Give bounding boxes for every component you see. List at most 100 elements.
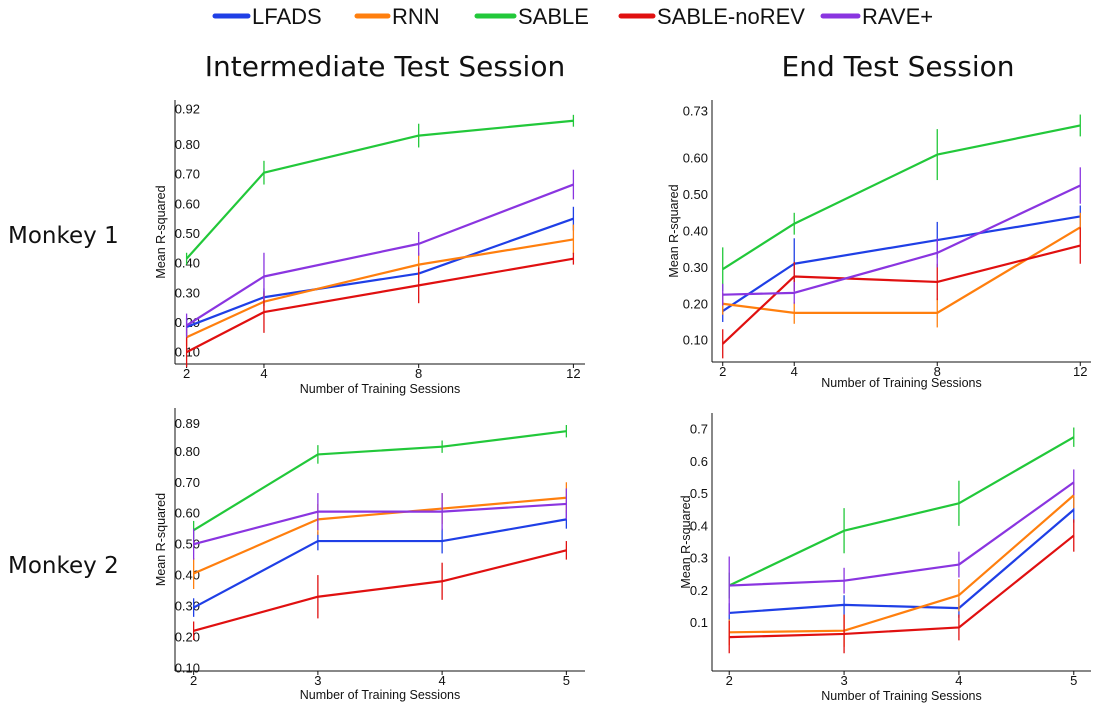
series-line-sable-norev: [729, 534, 1075, 639]
column-title-end: End Test Session: [782, 50, 1015, 83]
x-tick-label: 3: [840, 673, 847, 688]
chart-monkey2-end: 0.1 0.2 0.3 0.4 0.5 0.6 0.7 2 3 4 5 Number of Train…: [679, 413, 1091, 703]
y-tick-label: 0.20: [175, 629, 200, 644]
series-line-sable: [722, 124, 1081, 271]
row-label-monkey-1: Monkey 1: [8, 223, 119, 249]
series-line-lfads: [729, 508, 1075, 615]
series-sable: [192, 425, 568, 540]
series-line-sable: [193, 430, 567, 532]
y-tick-label: 0.60: [683, 151, 708, 166]
series-rave-plus: [192, 488, 568, 560]
x-axis-title: Number of Training Sessions: [821, 376, 982, 390]
y-tick-label: 0.1: [690, 615, 708, 630]
x-tick-label: 12: [1073, 364, 1087, 379]
series-line-lfads: [186, 217, 574, 328]
series-sable-norev: [728, 519, 1075, 654]
y-tick-label: 0.4: [690, 518, 708, 533]
y-tick-label: 0.10: [683, 333, 708, 348]
y-tick-label: 0.2: [690, 583, 708, 598]
y-tick-label: 0.92: [175, 101, 200, 116]
x-tick-label: 4: [791, 364, 798, 379]
y-tick-label: 0.70: [175, 475, 200, 490]
series-line-sable: [728, 436, 1075, 587]
x-axis-title: Number of Training Sessions: [300, 688, 461, 702]
chart-monkey1-end: 0.10 0.20 0.30 0.40 0.50 0.60 0.73 2 4 8 12 Number …: [667, 100, 1091, 390]
series-rave-plus: [728, 469, 1075, 615]
x-tick-label: 2: [719, 364, 726, 379]
y-tick-label: 0.5: [690, 486, 708, 501]
y-tick-label: 0.40: [175, 568, 200, 583]
x-tick-label: 8: [415, 366, 422, 381]
chart-monkey2-intermediate: 0.100.200.300.400.500.600.700.800.892 3 4 5…: [154, 408, 585, 702]
y-tick-label: 0.7: [690, 422, 708, 437]
y-tick-label: 0.30: [175, 285, 200, 300]
y-tick-label: 0.50: [683, 187, 708, 202]
series-sable-norev: [192, 541, 568, 641]
row-label-monkey-2: Monkey 2: [8, 553, 119, 579]
y-axis-title: Mean R-squared: [154, 493, 168, 586]
series-rnn: [722, 212, 1081, 328]
series-lfads: [185, 206, 575, 336]
y-tick-label: 0.40: [175, 256, 200, 271]
legend-label-sable: SABLE: [518, 4, 589, 29]
legend-label-rave-plus: RAVE+: [862, 4, 933, 29]
x-tick-label: 3: [314, 673, 321, 688]
series-rnn: [728, 482, 1075, 647]
y-tick-label: 0.73: [683, 103, 708, 118]
series-line-sable-norev: [193, 549, 567, 632]
series-line-rnn: [193, 496, 567, 575]
y-tick-label: 0.20: [683, 296, 708, 311]
series-sable: [722, 114, 1081, 292]
x-tick-label: 4: [439, 673, 446, 688]
y-tick-label: 0.60: [175, 196, 200, 211]
series-line-rnn: [729, 494, 1075, 634]
legend-label-rnn: RNN: [392, 4, 440, 29]
y-tick-label: 0.40: [683, 224, 708, 239]
x-tick-label: 2: [726, 673, 733, 688]
legend: LFADS RNN SABLE SABLE-noREV RAVE+: [212, 4, 933, 29]
legend-label-sable-norev: SABLE-noREV: [657, 4, 805, 29]
x-tick-label: 5: [1070, 673, 1077, 688]
series-line-rave-plus: [186, 183, 574, 327]
y-axis-title: Mean R-squared: [154, 185, 168, 278]
y-tick-label: 0.70: [175, 167, 200, 182]
series-rave-plus: [722, 167, 1081, 306]
series-line-lfads: [722, 215, 1081, 312]
series-line-lfads: [193, 518, 567, 609]
y-tick-label: 0.3: [690, 551, 708, 566]
series-line-rave-plus: [193, 502, 567, 546]
series-line-sable: [185, 119, 574, 260]
series-sable-norev: [721, 227, 1081, 359]
y-tick-label: 0.20: [175, 315, 200, 330]
x-tick-label: 5: [563, 673, 570, 688]
y-tick-label: 0.80: [175, 444, 200, 459]
series-line-sable-norev: [186, 257, 574, 354]
series-line-rave-plus: [729, 481, 1075, 587]
y-tick-label: 0.6: [690, 454, 708, 469]
series-sable: [185, 114, 575, 265]
y-axis-title: Mean R-squared: [679, 495, 693, 588]
y-tick-label: 0.89: [175, 416, 200, 431]
y-tick-label: 0.60: [175, 506, 200, 521]
x-tick-label: 2: [183, 366, 190, 381]
legend-label-lfads: LFADS: [252, 4, 322, 29]
series-rnn: [192, 482, 568, 590]
y-tick-label: 0.50: [175, 226, 200, 241]
x-tick-label: 4: [955, 673, 962, 688]
series-rave-plus: [185, 169, 575, 338]
x-tick-label: 8: [934, 364, 941, 379]
x-tick-label: 4: [260, 366, 267, 381]
series-line-rnn: [722, 226, 1081, 314]
column-title-intermediate: Intermediate Test Session: [205, 50, 565, 83]
series-line-rnn: [186, 238, 574, 339]
chart-monkey1-intermediate: 0.100.200.300.400.500.600.700.800.922 4 8 1…: [154, 100, 585, 396]
series-rnn: [185, 224, 575, 347]
y-axis-title: Mean R-squared: [667, 184, 681, 277]
x-tick-label: 12: [566, 366, 580, 381]
y-tick-label: 0.80: [175, 137, 200, 152]
x-axis-title: Number of Training Sessions: [300, 382, 461, 396]
y-tick-label: 0.30: [683, 260, 708, 275]
series-line-sable-norev: [721, 244, 1081, 345]
